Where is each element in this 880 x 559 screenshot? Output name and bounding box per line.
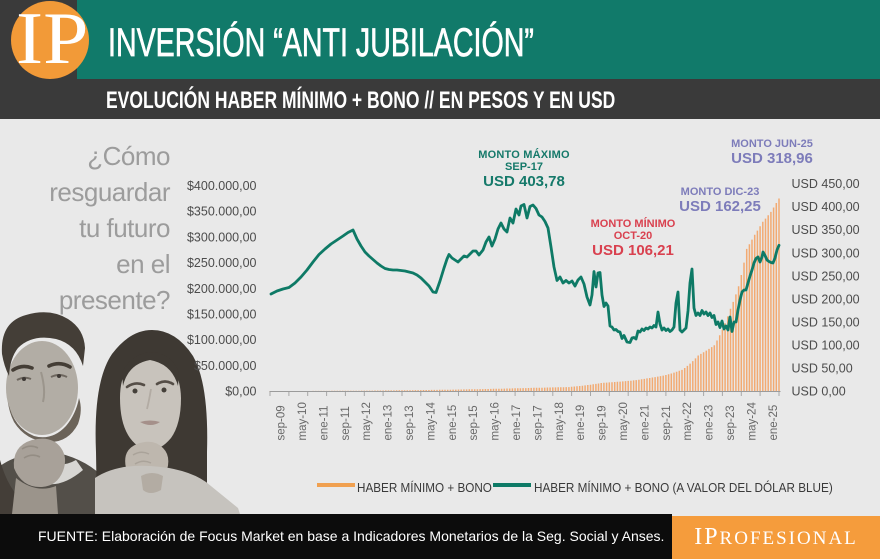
svg-text:ene-23: ene-23 xyxy=(704,405,716,441)
svg-text:$150.000,00: $150.000,00 xyxy=(187,308,257,322)
svg-text:sep-09: sep-09 xyxy=(276,405,288,440)
svg-text:USD 0,00: USD 0,00 xyxy=(792,385,846,399)
svg-text:$400.000,00: $400.000,00 xyxy=(187,179,257,193)
svg-text:$300.000,00: $300.000,00 xyxy=(187,230,257,244)
svg-text:$250.000,00: $250.000,00 xyxy=(187,256,257,270)
svg-text:USD 400,00: USD 400,00 xyxy=(792,200,860,214)
svg-text:may-12: may-12 xyxy=(361,402,373,440)
svg-text:ene-25: ene-25 xyxy=(768,405,780,441)
svg-text:ene-13: ene-13 xyxy=(383,405,395,441)
svg-text:may-10: may-10 xyxy=(297,402,309,440)
svg-text:ene-21: ene-21 xyxy=(639,405,651,441)
svg-text:USD 50,00: USD 50,00 xyxy=(792,362,853,376)
svg-text:$100.000,00: $100.000,00 xyxy=(187,333,257,347)
svg-text:sep-15: sep-15 xyxy=(468,405,480,440)
svg-text:sep-11: sep-11 xyxy=(340,406,352,440)
svg-text:sep-17: sep-17 xyxy=(532,405,544,440)
svg-text:may-18: may-18 xyxy=(554,402,566,440)
svg-text:may-16: may-16 xyxy=(490,402,502,440)
svg-text:USD 150,00: USD 150,00 xyxy=(792,316,860,330)
svg-text:sep-23: sep-23 xyxy=(725,405,737,440)
svg-text:ene-11: ene-11 xyxy=(318,406,330,441)
svg-text:may-20: may-20 xyxy=(618,402,630,440)
svg-text:USD 450,00: USD 450,00 xyxy=(792,177,860,191)
svg-text:may-22: may-22 xyxy=(682,402,694,440)
svg-text:sep-21: sep-21 xyxy=(661,405,673,440)
svg-text:$350.000,00: $350.000,00 xyxy=(187,205,257,219)
svg-text:may-14: may-14 xyxy=(425,402,437,441)
svg-text:$200.000,00: $200.000,00 xyxy=(187,282,257,296)
svg-text:sep-19: sep-19 xyxy=(597,405,609,440)
svg-text:ene-19: ene-19 xyxy=(575,405,587,441)
svg-text:$0,00: $0,00 xyxy=(225,385,256,399)
svg-text:ene-17: ene-17 xyxy=(511,405,523,441)
svg-text:$50.000,00: $50.000,00 xyxy=(194,359,257,373)
svg-text:USD 300,00: USD 300,00 xyxy=(792,246,860,260)
svg-text:USD 100,00: USD 100,00 xyxy=(792,339,860,353)
svg-text:USD 250,00: USD 250,00 xyxy=(792,269,860,283)
svg-text:ene-15: ene-15 xyxy=(447,405,459,441)
svg-text:USD 350,00: USD 350,00 xyxy=(792,223,860,237)
svg-text:may-24: may-24 xyxy=(746,402,758,441)
svg-text:sep-13: sep-13 xyxy=(404,405,416,440)
svg-text:USD 200,00: USD 200,00 xyxy=(792,292,860,306)
